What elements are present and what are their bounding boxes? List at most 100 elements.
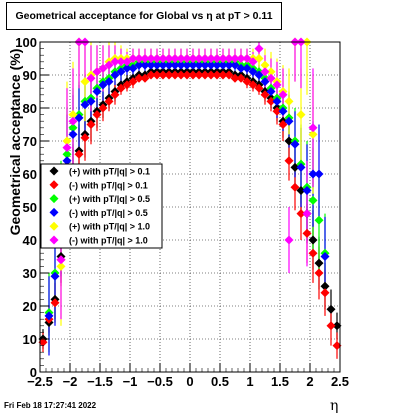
legend-box — [40, 163, 163, 249]
data-point — [146, 60, 156, 70]
data-point — [200, 54, 210, 63]
data-point — [230, 60, 240, 70]
data-point — [104, 77, 114, 87]
data-point — [194, 54, 204, 63]
data-point — [134, 54, 144, 63]
legend-label: (-) with pT/|q| > 0.1 — [69, 180, 148, 190]
data-point — [206, 70, 216, 80]
data-point — [296, 110, 306, 120]
data-point — [116, 67, 126, 77]
data-point — [224, 60, 234, 70]
data-point — [170, 54, 180, 63]
data-point — [254, 70, 264, 80]
data-point — [92, 67, 102, 77]
data-point — [284, 96, 294, 106]
data-point — [194, 60, 204, 70]
data-point — [272, 106, 282, 116]
data-point — [206, 60, 216, 70]
data-point — [110, 90, 120, 100]
data-point — [308, 248, 318, 258]
data-point — [80, 77, 90, 87]
legend-marker — [49, 235, 59, 245]
x-tick-label: −1.5 — [87, 374, 113, 389]
data-point — [146, 54, 156, 63]
data-point — [176, 60, 186, 70]
data-point — [236, 54, 246, 63]
legend-label: (-) with pT/|q| > 0.5 — [69, 208, 148, 218]
data-point — [104, 60, 114, 70]
data-point — [182, 54, 192, 63]
legend-marker — [49, 166, 59, 176]
data-point — [242, 63, 252, 73]
data-point — [68, 123, 78, 133]
data-point — [128, 54, 138, 63]
data-point — [38, 337, 48, 347]
data-point — [74, 113, 84, 123]
legend-marker — [49, 180, 59, 190]
data-point — [308, 129, 318, 139]
data-point — [122, 63, 132, 73]
data-point — [224, 54, 234, 63]
data-point — [122, 80, 132, 90]
data-point — [56, 255, 66, 265]
data-point — [158, 70, 168, 80]
legend: (+) with pT/|q| > 0.1 (-) with pT/|q| > 0… — [40, 163, 163, 249]
data-point — [62, 149, 72, 159]
data-point — [254, 54, 264, 63]
data-point — [218, 54, 228, 63]
data-point — [80, 133, 90, 143]
data-point — [212, 60, 222, 70]
x-tick-label: −2.5 — [27, 374, 53, 389]
data-point — [308, 123, 318, 133]
data-point — [326, 304, 336, 314]
x-tick-label: 2.5 — [331, 374, 349, 389]
data-point — [134, 60, 144, 70]
y-tick-label: 0 — [30, 365, 37, 380]
data-point — [260, 60, 270, 70]
data-point — [206, 54, 216, 63]
data-point — [164, 70, 174, 80]
data-point — [188, 54, 198, 63]
data-point — [260, 90, 270, 100]
data-point — [308, 235, 318, 245]
data-point — [74, 149, 84, 159]
data-point — [68, 129, 78, 139]
x-tick-label: 0 — [186, 374, 193, 389]
data-point — [62, 136, 72, 146]
y-tick-label: 100 — [15, 35, 37, 50]
data-point — [86, 73, 96, 83]
data-point — [200, 70, 210, 80]
legend-label: (+) with pT/|q| > 0.1 — [69, 167, 150, 177]
legend-label: (+) with pT/|q| > 0.5 — [69, 194, 150, 204]
data-point — [224, 70, 234, 80]
data-point — [152, 54, 162, 63]
data-point — [176, 70, 186, 80]
data-point — [296, 186, 306, 195]
legend-marker — [49, 221, 59, 231]
data-point — [260, 77, 270, 87]
data-point — [152, 70, 162, 80]
data-point — [242, 77, 252, 87]
data-point — [236, 63, 246, 73]
data-point — [248, 80, 258, 90]
data-point — [68, 116, 78, 126]
data-point — [158, 54, 168, 63]
data-point — [158, 60, 168, 70]
data-point — [62, 156, 72, 166]
data-point — [278, 90, 288, 100]
data-point — [80, 100, 90, 110]
data-point — [44, 311, 54, 321]
data-point — [98, 80, 108, 90]
data-point — [254, 83, 264, 93]
data-point — [278, 106, 288, 116]
data-point — [290, 162, 300, 172]
x-tick-label: −1 — [123, 374, 138, 389]
data-point — [278, 120, 288, 129]
data-point — [188, 60, 198, 70]
data-point — [140, 73, 150, 83]
data-point — [188, 70, 198, 80]
data-point — [212, 70, 222, 80]
y-tick-label: 70 — [23, 134, 37, 149]
data-point — [230, 54, 240, 63]
